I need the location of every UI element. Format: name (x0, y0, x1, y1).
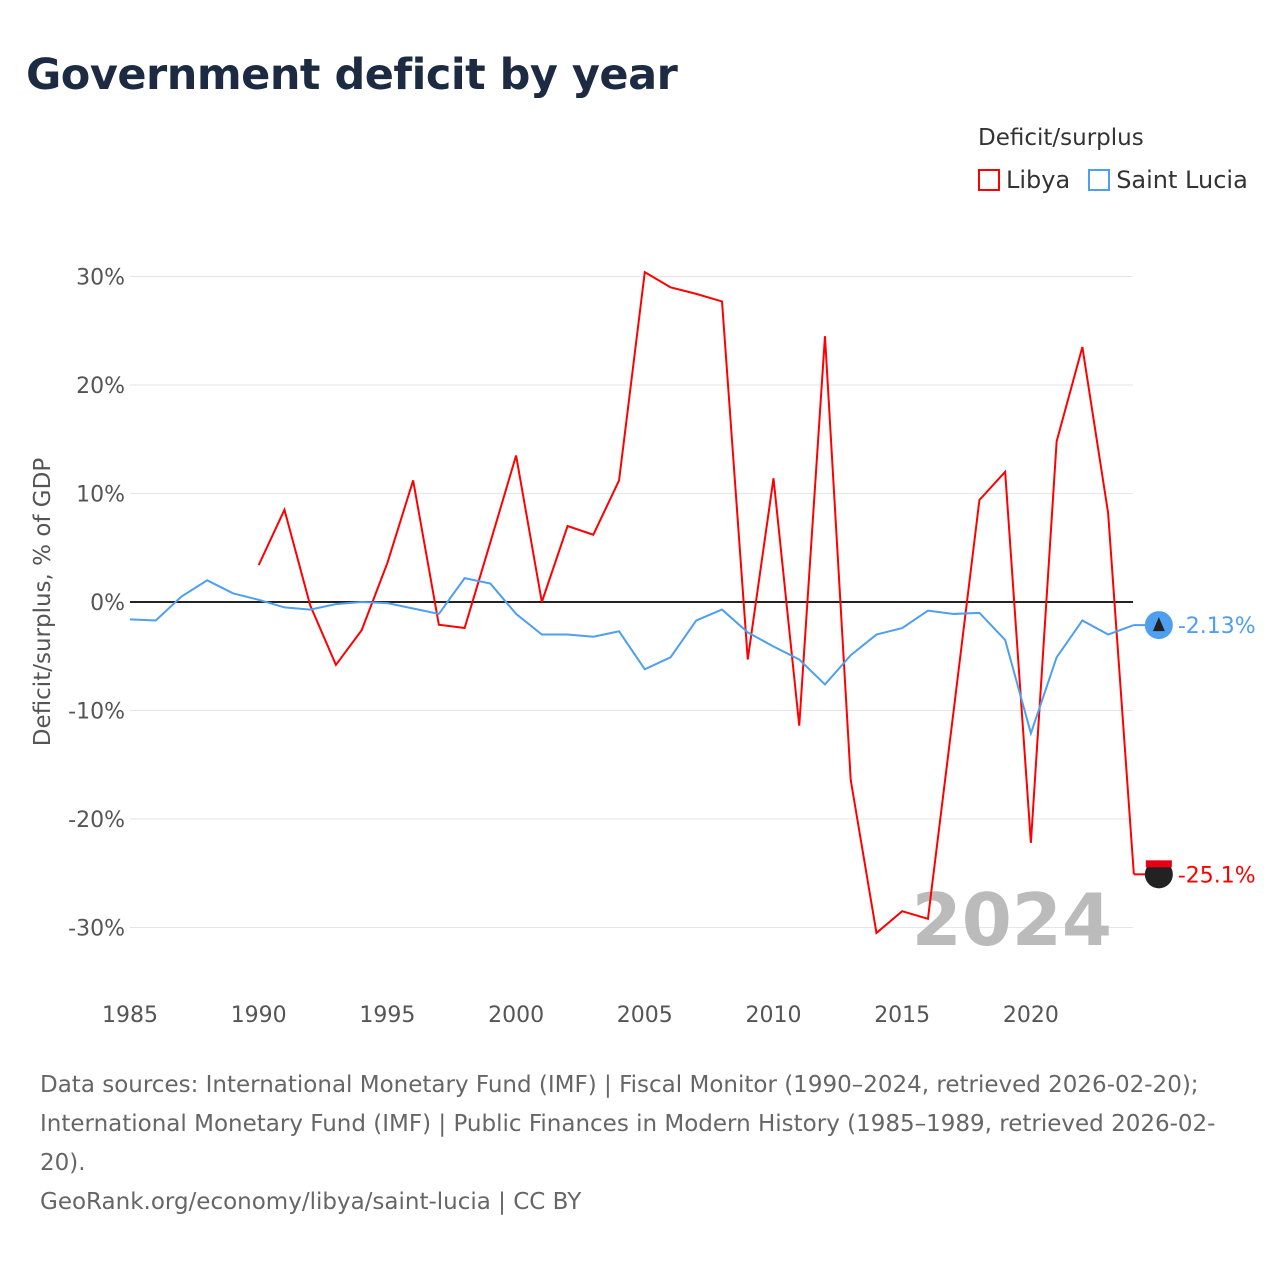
x-tick-label: 2005 (617, 1003, 673, 1028)
end-value-label: -2.13% (1178, 614, 1256, 639)
y-tick-label: -30% (68, 917, 125, 942)
legend: Libya Saint Lucia (978, 166, 1248, 194)
x-tick-label: 1990 (231, 1003, 287, 1028)
y-tick-label: -10% (68, 700, 125, 725)
flag-triangle (1152, 617, 1165, 632)
y-tick-label: 0% (90, 591, 125, 616)
y-tick-label: -20% (68, 808, 125, 833)
series-line-libya (257, 270, 1135, 935)
y-tick-label: 20% (76, 374, 125, 399)
x-tick-label: 2015 (874, 1003, 930, 1028)
year-label: 2024 (912, 878, 1112, 962)
legend-swatch-libya (978, 169, 1000, 191)
footer: Data sources: International Monetary Fun… (40, 1066, 1240, 1222)
y-tick-label: 30% (76, 266, 125, 291)
legend-item-saint-lucia[interactable]: Saint Lucia (1088, 166, 1248, 194)
flag-stripe (1145, 860, 1172, 868)
chart-title: Government deficit by year (26, 50, 678, 100)
y-axis-label: Deficit/surplus, % of GDP (30, 458, 56, 747)
legend-label: Saint Lucia (1116, 166, 1248, 194)
x-tick-label: 1995 (359, 1003, 415, 1028)
x-tick-label: 2010 (746, 1003, 802, 1028)
credit-link[interactable]: GeoRank.org/economy/libya/saint-lucia | … (40, 1189, 582, 1215)
x-tick-label: 1985 (102, 1003, 158, 1028)
legend-item-libya[interactable]: Libya (978, 166, 1070, 194)
data-sources: Data sources: International Monetary Fun… (40, 1072, 1216, 1176)
line-chart: 30% 20% 10% 0% -10% -20% -30% 1985 1990 1995 2000 2… (30, 266, 1256, 1029)
series-line-saint-lucia (129, 577, 1135, 737)
y-tick-label: 10% (76, 483, 125, 508)
end-value-label: -25.1% (1178, 863, 1256, 888)
x-tick-label: 2020 (1003, 1003, 1059, 1028)
legend-title: Deficit/surplus (978, 125, 1144, 151)
legend-label: Libya (1006, 166, 1071, 194)
legend-swatch-saint-lucia (1088, 169, 1111, 191)
x-tick-label: 2000 (488, 1003, 544, 1028)
